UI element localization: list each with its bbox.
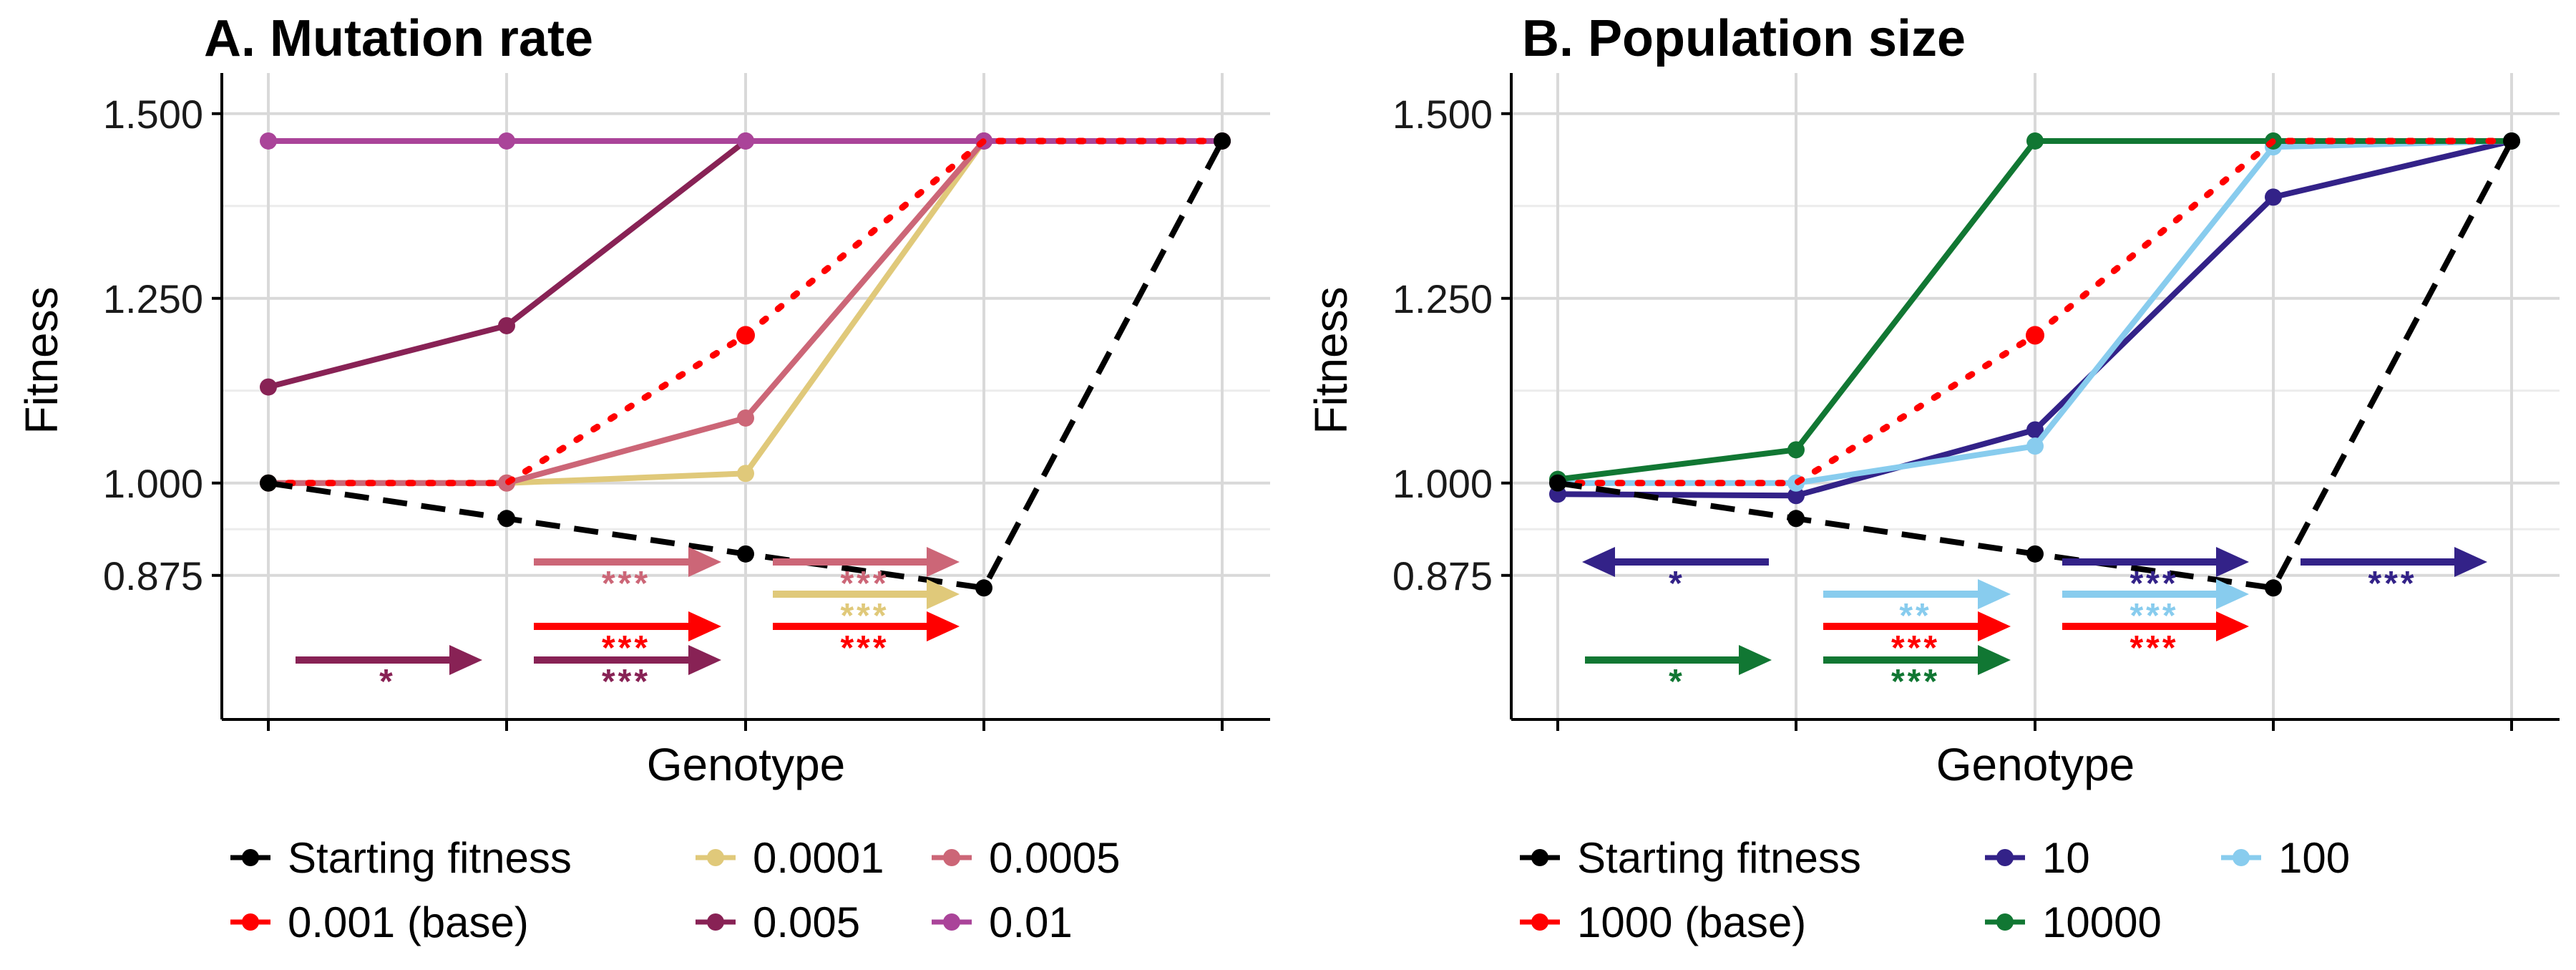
panel-title: B. Population size <box>1522 10 1966 67</box>
point-p10 <box>2265 188 2282 206</box>
point-p100 <box>2026 437 2044 455</box>
legend-marker <box>242 913 259 931</box>
point-starting <box>1214 132 1231 150</box>
x-axis-label: Genotype <box>647 739 846 790</box>
significance-label: *** <box>2368 565 2416 603</box>
y-tick-label: 1.000 <box>1392 461 1493 506</box>
legend-marker <box>707 849 724 866</box>
point-base <box>736 326 755 345</box>
point-starting <box>498 510 515 528</box>
legend-item-starting: Starting fitness <box>230 834 572 882</box>
legend-label: Starting fitness <box>288 834 572 882</box>
legend-label: 100 <box>2278 834 2350 882</box>
point-starting <box>1549 474 1566 492</box>
legend-item-m0005: 0.0005 <box>932 834 1121 882</box>
y-axis-label: Fitness <box>1305 286 1357 434</box>
point-starting <box>2026 545 2044 563</box>
significance-label: * <box>379 663 396 701</box>
point-m01 <box>260 132 277 150</box>
legend-item-starting: Starting fitness <box>1520 834 1861 882</box>
y-tick-label: 1.250 <box>103 276 203 321</box>
y-axis-label: Fitness <box>16 286 67 434</box>
point-p10 <box>2026 421 2044 439</box>
legend-label: 0.0001 <box>753 834 884 882</box>
panel-title: A. Mutation rate <box>204 10 593 67</box>
significance-label: * <box>1669 663 1685 701</box>
significance-label: *** <box>602 565 650 603</box>
y-tick-label: 1.000 <box>103 461 203 506</box>
y-tick-label: 1.500 <box>103 92 203 137</box>
legend-item-m0001: 0.0001 <box>696 834 884 882</box>
legend-item-p10: 10 <box>1985 834 2090 882</box>
y-tick-label: 1.250 <box>1392 276 1493 321</box>
legend-item-m01: 0.01 <box>932 898 1073 946</box>
legend-marker <box>1531 849 1548 866</box>
series-starting <box>1549 132 2520 597</box>
legend-item-p10000: 10000 <box>1985 898 2162 946</box>
point-base <box>2026 326 2044 345</box>
legend-marker <box>1996 913 2014 931</box>
significance-label: * <box>1669 565 1685 603</box>
x-axis-label: Genotype <box>1936 739 2135 790</box>
point-starting <box>260 474 277 492</box>
legend-marker <box>2233 849 2250 866</box>
legend-marker <box>943 913 960 931</box>
point-p10 <box>1787 487 1805 505</box>
legend-label: 0.001 (base) <box>288 898 529 946</box>
y-tick-label: 0.875 <box>103 553 203 598</box>
point-starting <box>1787 510 1805 528</box>
point-p10000 <box>2026 132 2044 150</box>
point-starting <box>737 545 754 563</box>
legend-label: 10000 <box>2042 898 2162 946</box>
legend-label: 0.01 <box>989 898 1073 946</box>
series-starting <box>260 132 1231 597</box>
legend-label: 0.005 <box>753 898 860 946</box>
legend-item-p100: 100 <box>2221 834 2350 882</box>
significance-label: *** <box>840 629 889 667</box>
significance-label: *** <box>1891 663 1940 701</box>
legend-label: 10 <box>2042 834 2090 882</box>
point-m0001 <box>737 465 754 482</box>
panel-b: 0.875 1.000 1.250 1.500 B. Population size Ge… <box>1305 10 2560 946</box>
legend-marker <box>1531 913 1548 931</box>
point-p10000 <box>1787 441 1805 459</box>
legend-marker <box>707 913 724 931</box>
point-m01 <box>498 132 515 150</box>
point-m01 <box>737 132 754 150</box>
significance-label: *** <box>2129 629 2178 667</box>
legend-label: 1000 (base) <box>1577 898 1806 946</box>
point-starting <box>2503 132 2520 150</box>
y-tick-label: 0.875 <box>1392 553 1493 598</box>
legend-label: 0.0005 <box>989 834 1121 882</box>
legend-item-base: 1000 (base) <box>1520 898 1806 946</box>
point-m005 <box>260 378 277 396</box>
point-starting <box>975 579 992 597</box>
legend-marker <box>1996 849 2014 866</box>
significance-label: *** <box>602 663 650 701</box>
legend-marker <box>943 849 960 866</box>
legend-item-m005: 0.005 <box>696 898 860 946</box>
legend-item-base: 0.001 (base) <box>230 898 529 946</box>
point-m005 <box>498 316 515 334</box>
point-starting <box>2265 579 2282 597</box>
legend-marker <box>242 849 259 866</box>
point-m0005 <box>737 409 754 427</box>
legend-label: Starting fitness <box>1577 834 1861 882</box>
y-tick-label: 1.500 <box>1392 92 1493 137</box>
